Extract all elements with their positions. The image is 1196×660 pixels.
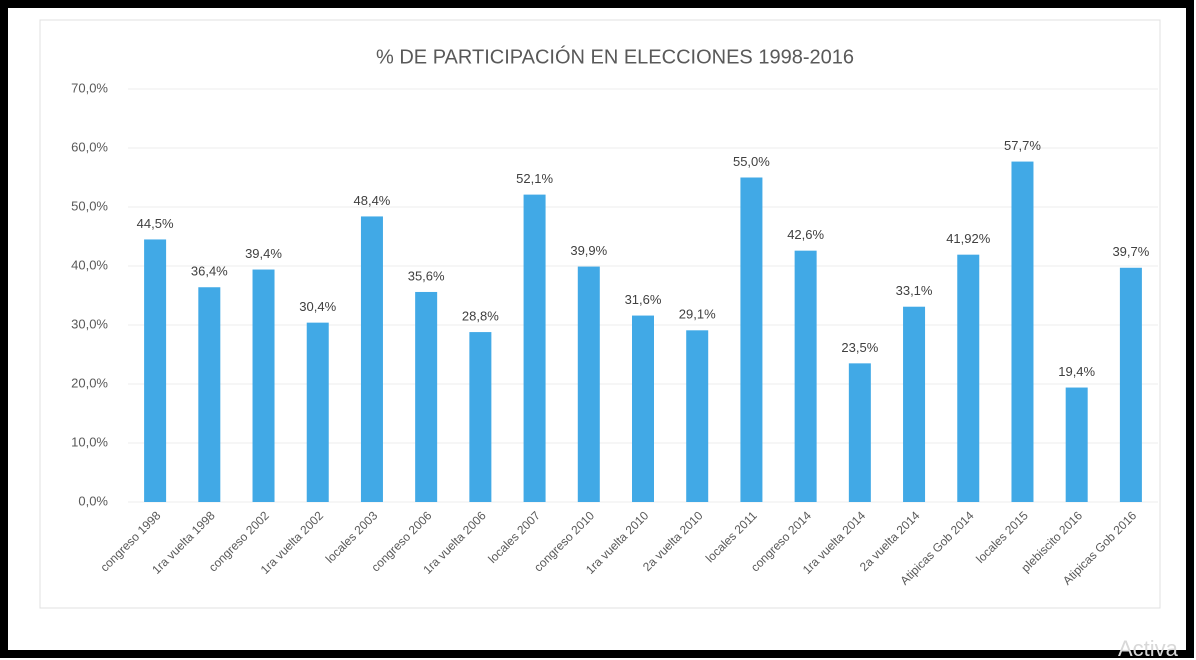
y-tick-label: 70,0% bbox=[71, 80, 108, 95]
bar bbox=[577, 266, 600, 502]
y-tick-label: 20,0% bbox=[71, 375, 108, 390]
y-tick-label: 40,0% bbox=[71, 257, 108, 272]
bar bbox=[523, 194, 546, 503]
data-label: 44,5% bbox=[137, 216, 174, 231]
bar bbox=[144, 239, 167, 502]
data-label: 42,6% bbox=[787, 227, 824, 242]
bar bbox=[306, 322, 329, 502]
data-label: 36,4% bbox=[191, 264, 228, 279]
data-label: 29,1% bbox=[679, 307, 716, 322]
data-label: 48,4% bbox=[354, 193, 391, 208]
y-tick-label: 10,0% bbox=[71, 434, 108, 449]
data-label: 30,4% bbox=[299, 299, 336, 314]
bar bbox=[740, 177, 763, 502]
bar bbox=[848, 363, 871, 502]
data-label: 52,1% bbox=[516, 171, 553, 186]
chart-title: % DE PARTICIPACIÓN EN ELECCIONES 1998-20… bbox=[376, 45, 854, 68]
data-label: 39,7% bbox=[1112, 244, 1149, 259]
bar bbox=[957, 254, 980, 502]
data-label: 33,1% bbox=[896, 283, 933, 298]
data-label: 41,92% bbox=[946, 231, 991, 246]
bar bbox=[252, 269, 275, 502]
bar bbox=[903, 306, 926, 502]
bar bbox=[1119, 267, 1142, 502]
data-label: 55,0% bbox=[733, 154, 770, 169]
y-tick-label: 60,0% bbox=[71, 139, 108, 154]
data-label: 28,8% bbox=[462, 309, 499, 324]
data-label: 23,5% bbox=[841, 340, 878, 355]
bar bbox=[686, 330, 709, 502]
bar bbox=[469, 332, 492, 502]
bar bbox=[632, 315, 654, 502]
watermark: Activa bbox=[1118, 636, 1179, 660]
bar bbox=[360, 216, 383, 502]
data-label: 39,9% bbox=[570, 243, 607, 258]
bar bbox=[1065, 387, 1088, 502]
bar bbox=[1011, 161, 1034, 502]
bar bbox=[415, 291, 438, 502]
data-label: 19,4% bbox=[1058, 364, 1095, 379]
data-label: 39,4% bbox=[245, 246, 282, 261]
bar bbox=[198, 287, 221, 502]
y-tick-label: 50,0% bbox=[71, 198, 108, 213]
data-label: 35,6% bbox=[408, 268, 445, 283]
data-label: 57,7% bbox=[1004, 138, 1041, 153]
y-tick-label: 30,0% bbox=[71, 316, 108, 331]
y-tick-label: 0,0% bbox=[78, 493, 108, 508]
data-label: 31,6% bbox=[625, 292, 662, 307]
bar bbox=[794, 250, 817, 502]
